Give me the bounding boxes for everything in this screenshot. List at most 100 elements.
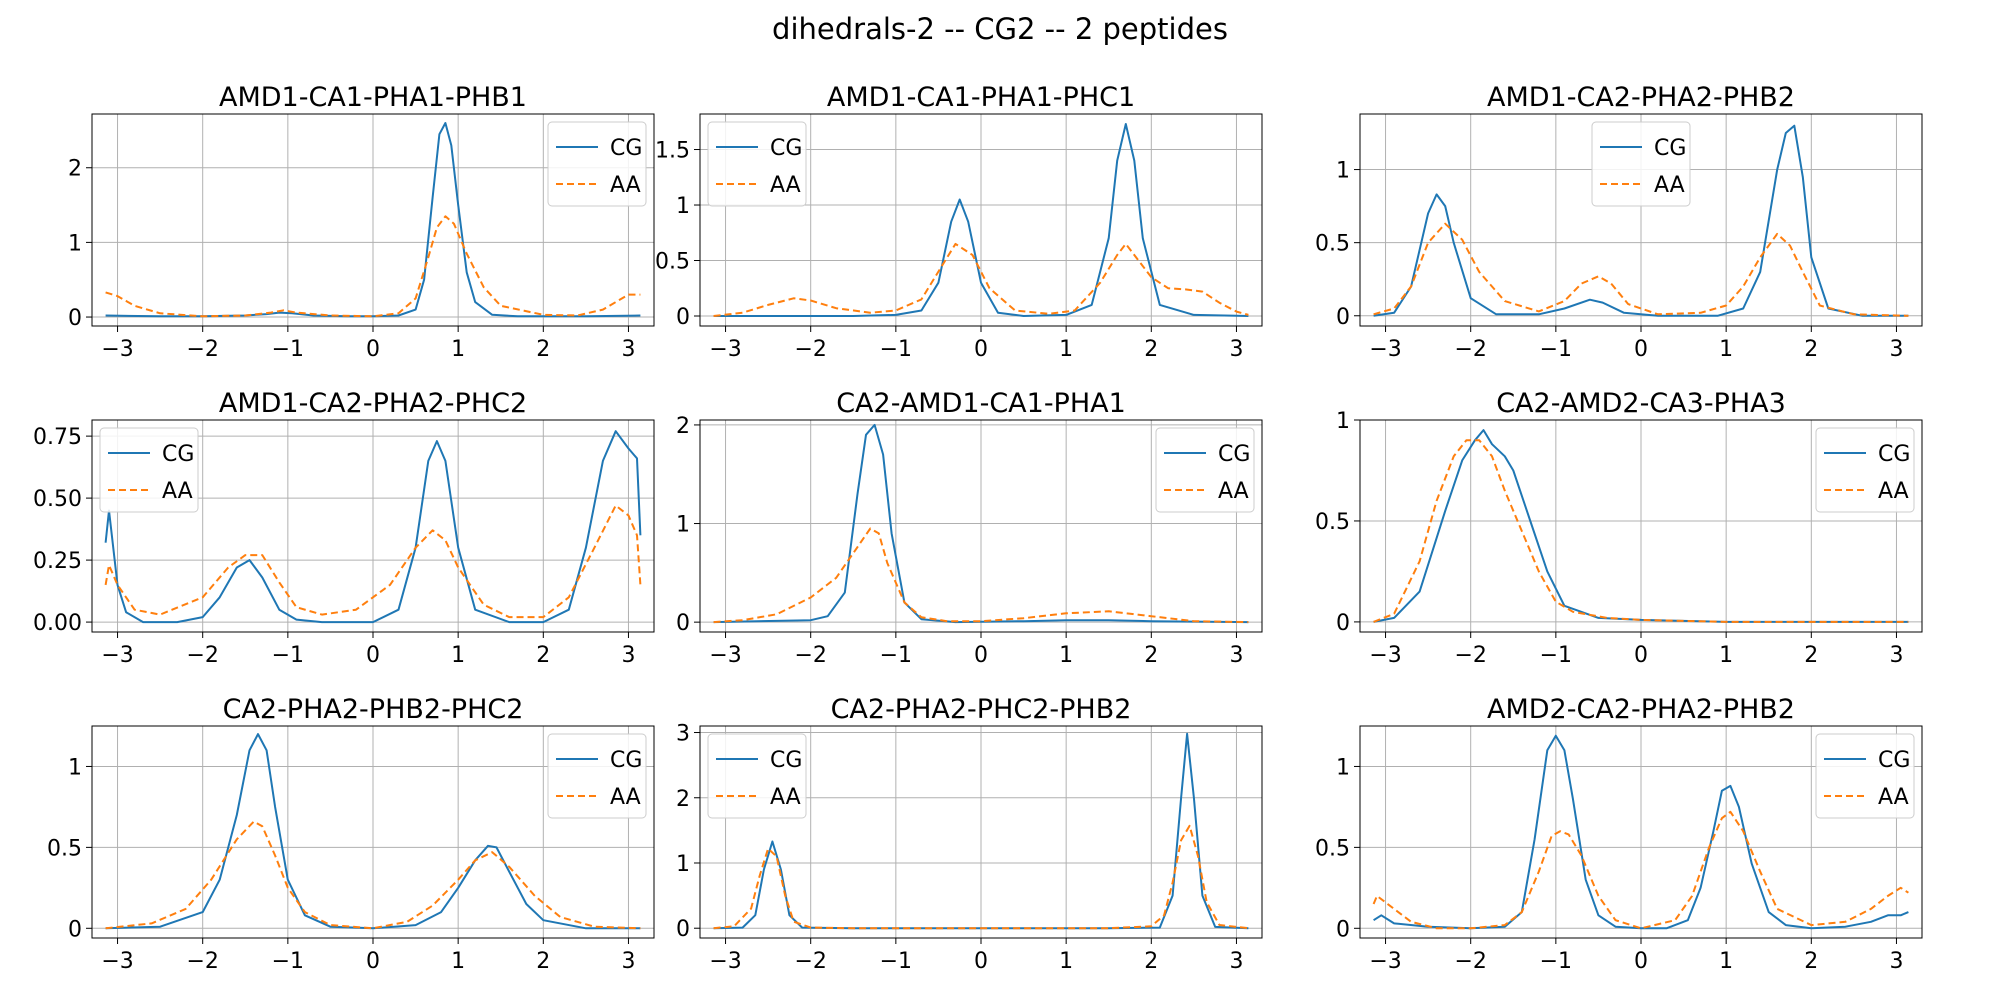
y-tick-label: 1 xyxy=(676,194,690,219)
x-tick-label: −1 xyxy=(1540,337,1572,362)
x-tick-label: −2 xyxy=(186,643,218,668)
x-tick-label: −3 xyxy=(1369,643,1401,668)
legend: CG AA xyxy=(707,733,807,819)
x-tick-label: −1 xyxy=(880,337,912,362)
subplot-title: AMD1-CA1-PHA1-PHB1 xyxy=(219,82,527,113)
x-tick-label: 0 xyxy=(366,643,380,668)
subplot-title: AMD2-CA2-PHA2-PHB2 xyxy=(1487,694,1795,725)
y-tick-label: 0.5 xyxy=(1315,836,1350,861)
x-tick-label: 1 xyxy=(451,337,465,362)
legend-label: CG xyxy=(1878,748,1910,773)
x-tick-label: 1 xyxy=(451,949,465,974)
y-tick-label: 0.50 xyxy=(33,487,82,512)
subplot-2: AMD1-CA1-PHA1-PHC1 −3 −2 −1 0 1 2 3 0 0.5 1 1.5 CG AA xyxy=(655,82,1263,362)
x-tick-label: −2 xyxy=(1454,337,1486,362)
y-tick-label: 0 xyxy=(68,917,82,942)
subplot-8: CA2-PHA2-PHC2-PHB2 −3 −2 −1 0 1 2 3 0 1 2 3 CG AA xyxy=(676,694,1263,974)
x-tick-label: 0 xyxy=(1634,949,1648,974)
series-line-cg xyxy=(1373,124,1909,317)
x-tick-label: 2 xyxy=(1804,337,1818,362)
plot-frame xyxy=(699,113,1263,327)
y-tick-label: 1.5 xyxy=(655,139,690,164)
legend: CG AA xyxy=(547,733,647,819)
legend-label: AA xyxy=(1218,479,1249,504)
x-tick-label: −3 xyxy=(101,643,133,668)
legend: CG AA xyxy=(547,121,647,207)
y-tick-label: 0.75 xyxy=(33,425,82,450)
series-line-aa xyxy=(1373,439,1909,623)
x-tick-label: −2 xyxy=(186,949,218,974)
legend-label: CG xyxy=(770,136,802,161)
x-tick-label: −1 xyxy=(272,643,304,668)
y-tick-label: 0 xyxy=(676,305,690,330)
x-tick-label: 0 xyxy=(1634,337,1648,362)
x-tick-label: −3 xyxy=(1369,949,1401,974)
legend-label: CG xyxy=(610,136,642,161)
series-line-aa xyxy=(105,820,641,930)
y-tick-label: 0.5 xyxy=(1315,510,1350,535)
subplot-title: AMD1-CA1-PHA1-PHC1 xyxy=(827,82,1135,113)
x-tick-label: 3 xyxy=(1229,337,1243,362)
plot-frame xyxy=(91,725,655,939)
legend-label: AA xyxy=(770,785,801,810)
x-tick-label: −2 xyxy=(794,643,826,668)
y-tick-label: 1 xyxy=(1336,409,1350,434)
x-tick-label: −2 xyxy=(1454,643,1486,668)
x-tick-label: 3 xyxy=(1229,949,1243,974)
legend-label: AA xyxy=(770,173,801,198)
series-line-cg xyxy=(104,430,642,624)
legend: CG AA xyxy=(1591,121,1691,207)
x-tick-label: 3 xyxy=(1229,643,1243,668)
x-tick-label: 1 xyxy=(1719,949,1733,974)
legend-label: AA xyxy=(1654,173,1685,198)
subplot-9: AMD2-CA2-PHA2-PHB2 −3 −2 −1 0 1 2 3 0 0.5 1 CG AA xyxy=(1315,694,1923,974)
y-tick-label: 0.5 xyxy=(47,836,82,861)
x-tick-label: 0 xyxy=(366,337,380,362)
x-tick-label: −1 xyxy=(272,949,304,974)
series-line-cg xyxy=(713,123,1249,317)
subplot-title: AMD1-CA2-PHA2-PHC2 xyxy=(219,388,527,419)
figure-title: dihedrals-2 -- CG2 -- 2 peptides xyxy=(772,12,1228,46)
series-line-cg xyxy=(105,733,641,930)
y-tick-label: 1 xyxy=(676,852,690,877)
y-tick-label: 0 xyxy=(1336,917,1350,942)
y-tick-label: 1 xyxy=(68,755,82,780)
y-tick-label: 0.5 xyxy=(1315,232,1350,257)
series-line-aa xyxy=(1372,810,1909,930)
subplot-title: CA2-PHA2-PHB2-PHC2 xyxy=(223,694,524,725)
x-tick-label: 2 xyxy=(536,337,550,362)
plot-frame xyxy=(1359,725,1923,939)
legend: CG AA xyxy=(1155,427,1255,513)
x-tick-label: −3 xyxy=(101,949,133,974)
x-tick-label: −1 xyxy=(1540,643,1572,668)
legend: CG AA xyxy=(1815,733,1915,819)
plot-frame xyxy=(91,113,655,327)
y-tick-label: 1 xyxy=(1336,755,1350,780)
x-tick-label: 1 xyxy=(1059,643,1073,668)
x-tick-label: 2 xyxy=(536,949,550,974)
legend-label: AA xyxy=(610,173,641,198)
series-line-aa xyxy=(713,527,1249,624)
y-tick-label: 0.5 xyxy=(655,250,690,275)
y-tick-label: 1 xyxy=(676,513,690,538)
x-tick-label: −3 xyxy=(709,643,741,668)
x-tick-label: 1 xyxy=(1059,337,1073,362)
x-tick-label: −3 xyxy=(1369,337,1401,362)
subplot-6: CA2-AMD2-CA3-PHA3 −3 −2 −1 0 1 2 3 0 0.5 1 CG AA xyxy=(1315,388,1923,668)
y-tick-label: 3 xyxy=(676,722,690,747)
series-line-aa xyxy=(713,824,1249,930)
subplot-title: AMD1-CA2-PHA2-PHB2 xyxy=(1487,82,1795,113)
x-tick-label: 1 xyxy=(1719,643,1733,668)
subplot-title: CA2-AMD1-CA1-PHA1 xyxy=(836,388,1126,419)
x-tick-label: 2 xyxy=(1144,337,1158,362)
x-tick-label: −1 xyxy=(880,643,912,668)
legend-label: AA xyxy=(1878,785,1909,810)
y-tick-label: 2 xyxy=(676,414,690,439)
plot-frame xyxy=(91,419,655,633)
legend-label: CG xyxy=(1654,136,1686,161)
y-tick-label: 0 xyxy=(68,306,82,331)
y-tick-label: 0 xyxy=(676,611,690,636)
x-tick-label: −3 xyxy=(101,337,133,362)
subplot-title: CA2-AMD2-CA3-PHA3 xyxy=(1496,388,1786,419)
